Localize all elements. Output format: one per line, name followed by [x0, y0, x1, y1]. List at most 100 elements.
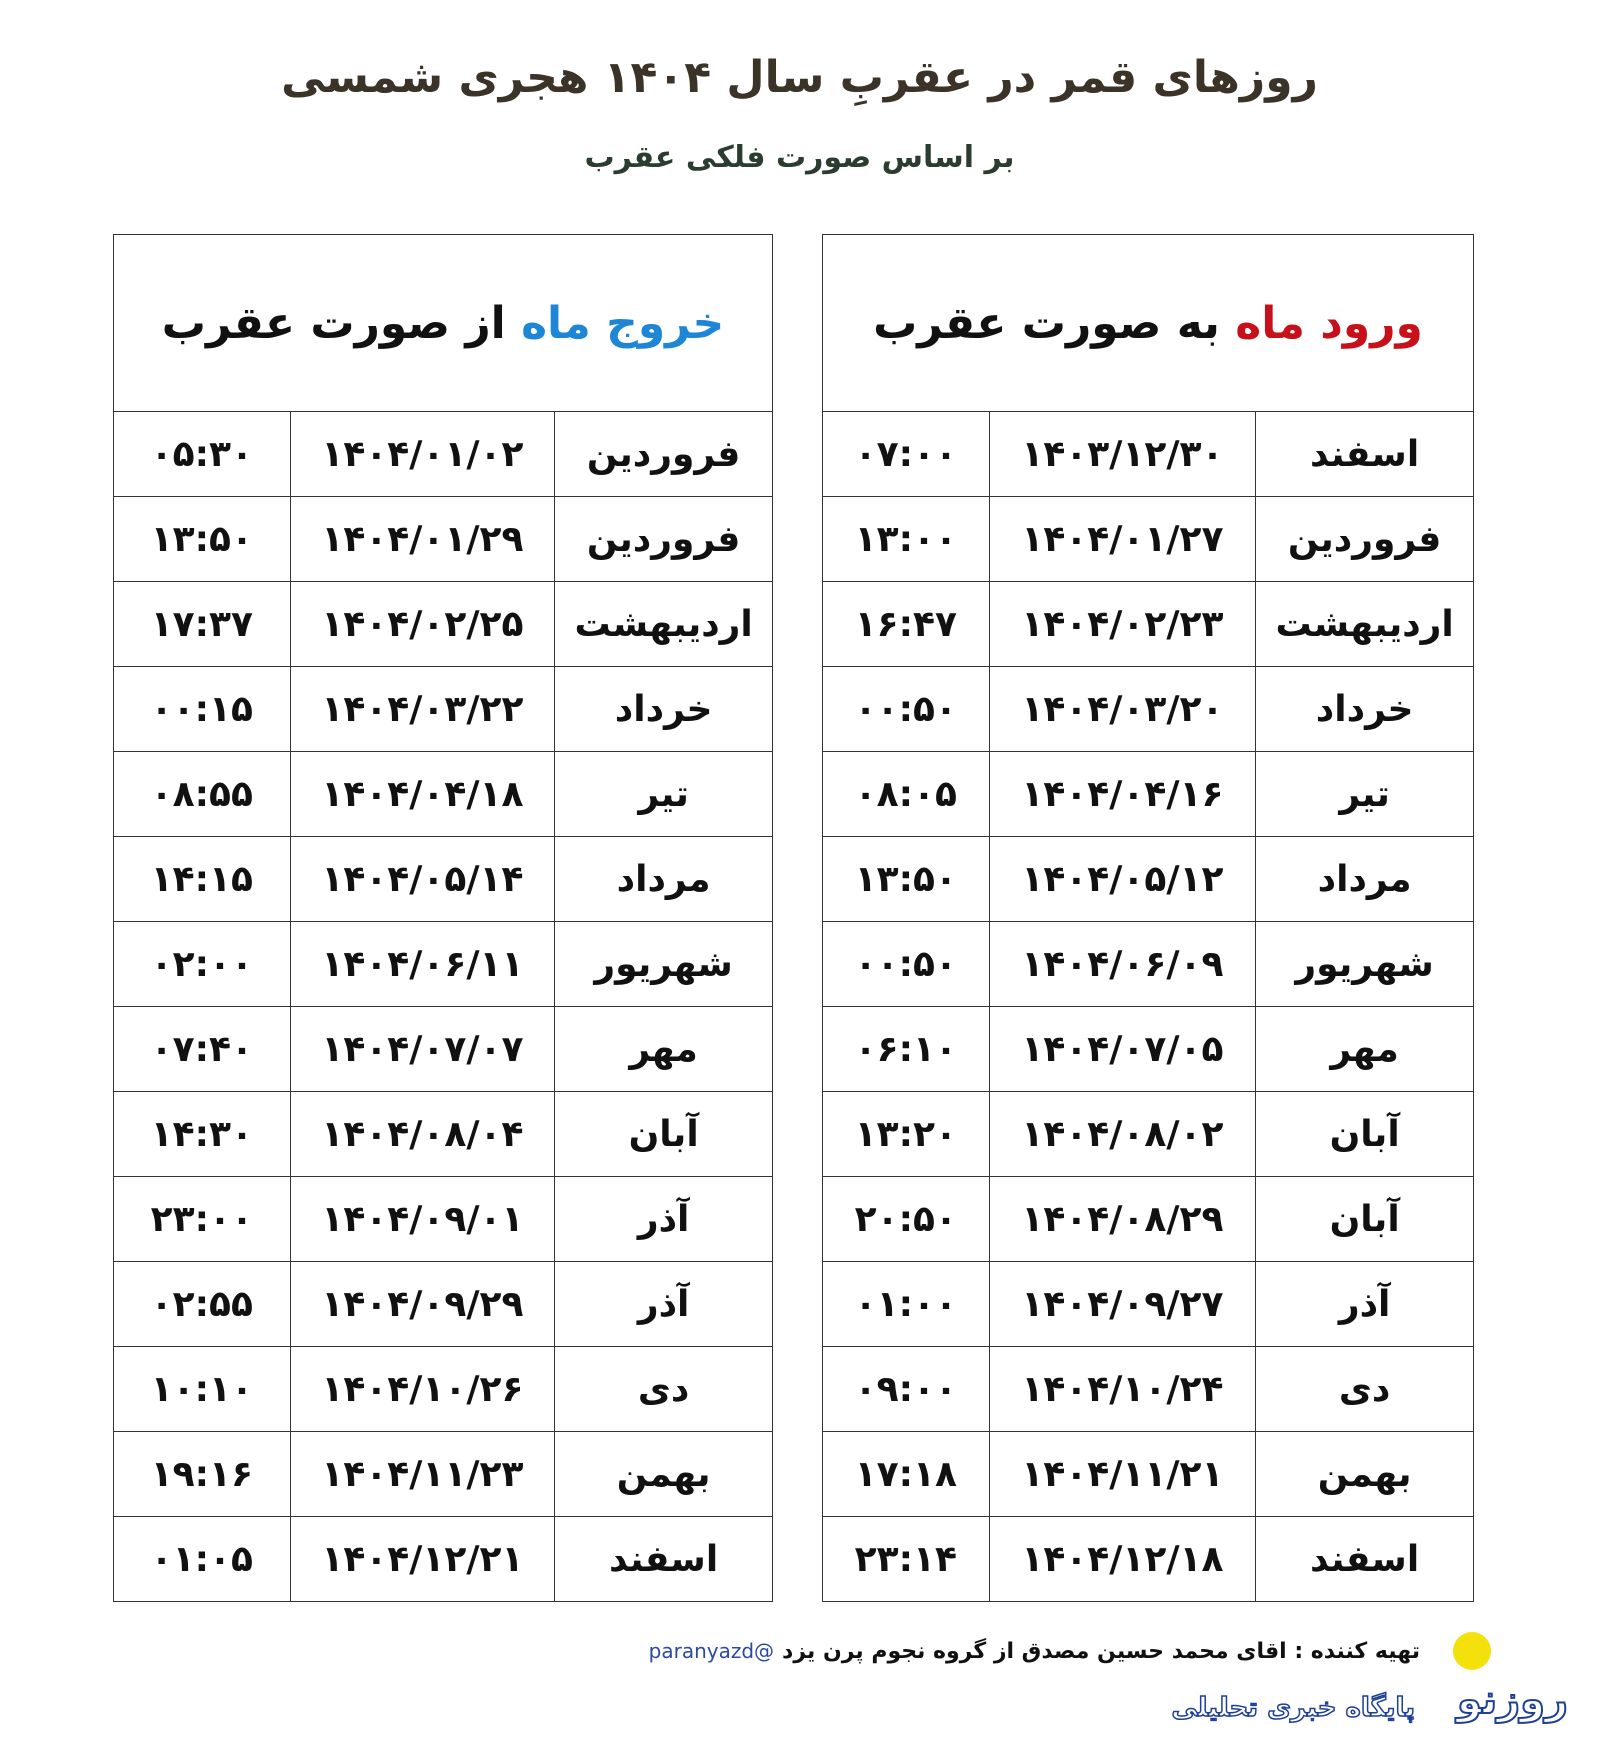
table-row: خرداد ۱۴۰۴/۰۳/۲۰ ۰۰:۵۰ — [822, 666, 1474, 752]
table-row: دی ۱۴۰۴/۱۰/۲۴ ۰۹:۰۰ — [822, 1346, 1474, 1432]
date-cell: ۱۴۰۴/۰۵/۱۴ — [289, 836, 556, 922]
page-title: روزهای قمر در عقربِ سال ۱۴۰۴ هجری شمسی — [281, 52, 1318, 103]
time-cell: ۱۶:۴۷ — [822, 581, 990, 667]
time-cell: ۰۸:۰۵ — [822, 751, 990, 837]
table-row: آذر ۱۴۰۴/۰۹/۰۱ ۲۳:۰۰ — [113, 1176, 773, 1262]
credit-line: تهیه کننده : اقای محمد حسین مصدق از گروه… — [640, 1636, 1420, 1667]
date-cell: ۱۴۰۴/۰۹/۲۷ — [988, 1261, 1257, 1347]
time-cell: ۰۶:۱۰ — [822, 1006, 990, 1092]
table-row: شهریور ۱۴۰۴/۰۶/۰۹ ۰۰:۵۰ — [822, 921, 1474, 1007]
table-row: اردیبهشت ۱۴۰۴/۰۲/۲۵ ۱۷:۳۷ — [113, 581, 773, 667]
month-cell: آذر — [554, 1261, 773, 1347]
time-cell: ۱۷:۱۸ — [822, 1431, 990, 1517]
month-cell: آذر — [554, 1176, 773, 1262]
date-cell: ۱۴۰۴/۱۰/۲۴ — [988, 1346, 1257, 1432]
month-cell: اسفند — [554, 1516, 773, 1602]
time-cell: ۱۷:۳۷ — [113, 581, 291, 667]
month-cell: اردیبهشت — [1255, 581, 1474, 667]
month-cell: آذر — [1255, 1261, 1474, 1347]
date-cell: ۱۴۰۴/۰۷/۰۵ — [988, 1006, 1257, 1092]
entry-table-header: ورود ماه به صورت عقرب — [822, 234, 1474, 412]
table-row: آبان ۱۴۰۴/۰۸/۲۹ ۲۰:۵۰ — [822, 1176, 1474, 1262]
time-cell: ۰۷:۴۰ — [113, 1006, 291, 1092]
time-cell: ۰۱:۰۰ — [822, 1261, 990, 1347]
date-cell: ۱۴۰۴/۰۷/۰۷ — [289, 1006, 556, 1092]
month-cell: شهریور — [1255, 921, 1474, 1007]
month-cell: تیر — [1255, 751, 1474, 837]
date-cell: ۱۴۰۴/۰۳/۲۰ — [988, 666, 1257, 752]
month-cell: مهر — [1255, 1006, 1474, 1092]
time-cell: ۱۹:۱۶ — [113, 1431, 291, 1517]
moon-entry-table: ورود ماه به صورت عقرب اسفند ۱۴۰۳/۱۲/۳۰ ۰۷:… — [822, 234, 1474, 1602]
month-cell: تیر — [554, 751, 773, 837]
table-row: فروردین ۱۴۰۴/۰۱/۲۷ ۱۳:۰۰ — [822, 496, 1474, 582]
entry-heading-rest: به صورت عقرب — [873, 297, 1236, 349]
time-cell: ۰۵:۳۰ — [113, 411, 291, 497]
month-cell: بهمن — [554, 1431, 773, 1517]
date-cell: ۱۴۰۴/۱۰/۲۶ — [289, 1346, 556, 1432]
date-cell: ۱۴۰۴/۰۱/۰۲ — [289, 411, 556, 497]
exit-table-header: خروج ماه از صورت عقرب — [113, 234, 773, 412]
time-cell: ۱۳:۵۰ — [822, 836, 990, 922]
month-cell: خرداد — [1255, 666, 1474, 752]
time-cell: ۱۴:۱۵ — [113, 836, 291, 922]
credit-text: تهیه کننده : اقای محمد حسین مصدق از گروه… — [782, 1639, 1420, 1664]
time-cell: ۰۰:۵۰ — [822, 666, 990, 752]
date-cell: ۱۴۰۴/۰۱/۲۷ — [988, 496, 1257, 582]
table-row: اردیبهشت ۱۴۰۴/۰۲/۲۳ ۱۶:۴۷ — [822, 581, 1474, 667]
month-cell: آبان — [554, 1091, 773, 1177]
table-row: اسفند ۱۴۰۴/۱۲/۱۸ ۲۳:۱۴ — [822, 1516, 1474, 1602]
time-cell: ۰۸:۵۵ — [113, 751, 291, 837]
logo-mark: روزنو — [1456, 1676, 1569, 1724]
month-cell: مرداد — [1255, 836, 1474, 922]
date-cell: ۱۴۰۴/۰۴/۱۸ — [289, 751, 556, 837]
date-cell: ۱۴۰۴/۰۶/۰۹ — [988, 921, 1257, 1007]
date-cell: ۱۴۰۴/۱۱/۲۱ — [988, 1431, 1257, 1517]
month-cell: خرداد — [554, 666, 773, 752]
month-cell: فروردین — [554, 411, 773, 497]
table-row: خرداد ۱۴۰۴/۰۳/۲۲ ۰۰:۱۵ — [113, 666, 773, 752]
date-cell: ۱۴۰۴/۰۸/۲۹ — [988, 1176, 1257, 1262]
date-cell: ۱۴۰۴/۰۲/۲۳ — [988, 581, 1257, 667]
entry-heading-accent: ورود ماه — [1235, 297, 1423, 349]
month-cell: دی — [554, 1346, 773, 1432]
date-cell: ۱۴۰۴/۰۵/۱۲ — [988, 836, 1257, 922]
time-cell: ۲۰:۵۰ — [822, 1176, 990, 1262]
month-cell: آبان — [1255, 1176, 1474, 1262]
date-cell: ۱۴۰۴/۱۲/۲۱ — [289, 1516, 556, 1602]
logo-sun-icon — [1453, 1632, 1491, 1670]
time-cell: ۱۴:۳۰ — [113, 1091, 291, 1177]
date-cell: ۱۴۰۴/۰۴/۱۶ — [988, 751, 1257, 837]
month-cell: بهمن — [1255, 1431, 1474, 1517]
table-row: مهر ۱۴۰۴/۰۷/۰۷ ۰۷:۴۰ — [113, 1006, 773, 1092]
social-handle[interactable]: @paranyazd — [648, 1639, 775, 1663]
month-cell: دی — [1255, 1346, 1474, 1432]
date-cell: ۱۴۰۴/۰۶/۱۱ — [289, 921, 556, 1007]
month-cell: فروردین — [554, 496, 773, 582]
month-cell: اسفند — [1255, 1516, 1474, 1602]
date-cell: ۱۴۰۳/۱۲/۳۰ — [988, 411, 1257, 497]
time-cell: ۰۹:۰۰ — [822, 1346, 990, 1432]
month-cell: فروردین — [1255, 496, 1474, 582]
month-cell: شهریور — [554, 921, 773, 1007]
moon-exit-table: خروج ماه از صورت عقرب فروردین ۱۴۰۴/۰۱/۰۲ ۰… — [113, 234, 773, 1602]
time-cell: ۰۱:۰۵ — [113, 1516, 291, 1602]
month-cell: مرداد — [554, 836, 773, 922]
date-cell: ۱۴۰۴/۱۱/۲۳ — [289, 1431, 556, 1517]
month-cell: اردیبهشت — [554, 581, 773, 667]
time-cell: ۰۲:۰۰ — [113, 921, 291, 1007]
table-row: آذر ۱۴۰۴/۰۹/۲۹ ۰۲:۵۵ — [113, 1261, 773, 1347]
date-cell: ۱۴۰۴/۰۱/۲۹ — [289, 496, 556, 582]
table-row: مرداد ۱۴۰۴/۰۵/۱۲ ۱۳:۵۰ — [822, 836, 1474, 922]
time-cell: ۰۰:۵۰ — [822, 921, 990, 1007]
table-row: بهمن ۱۴۰۴/۱۱/۲۱ ۱۷:۱۸ — [822, 1431, 1474, 1517]
month-cell: مهر — [554, 1006, 773, 1092]
date-cell: ۱۴۰۴/۰۹/۲۹ — [289, 1261, 556, 1347]
exit-heading-accent: خروج ماه — [521, 297, 725, 349]
time-cell: ۰۲:۵۵ — [113, 1261, 291, 1347]
table-row: تیر ۱۴۰۴/۰۴/۱۸ ۰۸:۵۵ — [113, 751, 773, 837]
table-row: اسفند ۱۴۰۳/۱۲/۳۰ ۰۷:۰۰ — [822, 411, 1474, 497]
table-row: شهریور ۱۴۰۴/۰۶/۱۱ ۰۲:۰۰ — [113, 921, 773, 1007]
date-cell: ۱۴۰۴/۰۲/۲۵ — [289, 581, 556, 667]
logo-tagline: پایگاه خبری تحلیلی — [1171, 1692, 1416, 1724]
